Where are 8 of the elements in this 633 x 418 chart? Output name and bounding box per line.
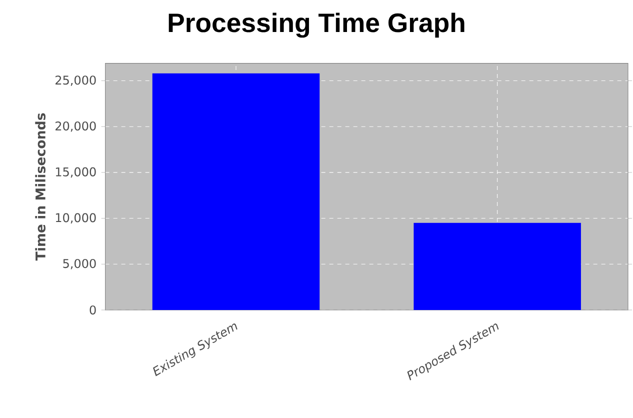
y-tick-label: 15,000 [56,167,96,178]
y-axis-title: Time in Miliseconds [35,113,46,261]
y-tick-label: 10,000 [56,213,96,224]
y-tick-label: 20,000 [56,121,96,132]
chart-title: Processing Time Graph [168,12,464,38]
y-tick-label: 5,000 [63,258,96,270]
y-tick-label: 25,000 [56,76,96,86]
y-tick-label: 0 [90,305,96,315]
